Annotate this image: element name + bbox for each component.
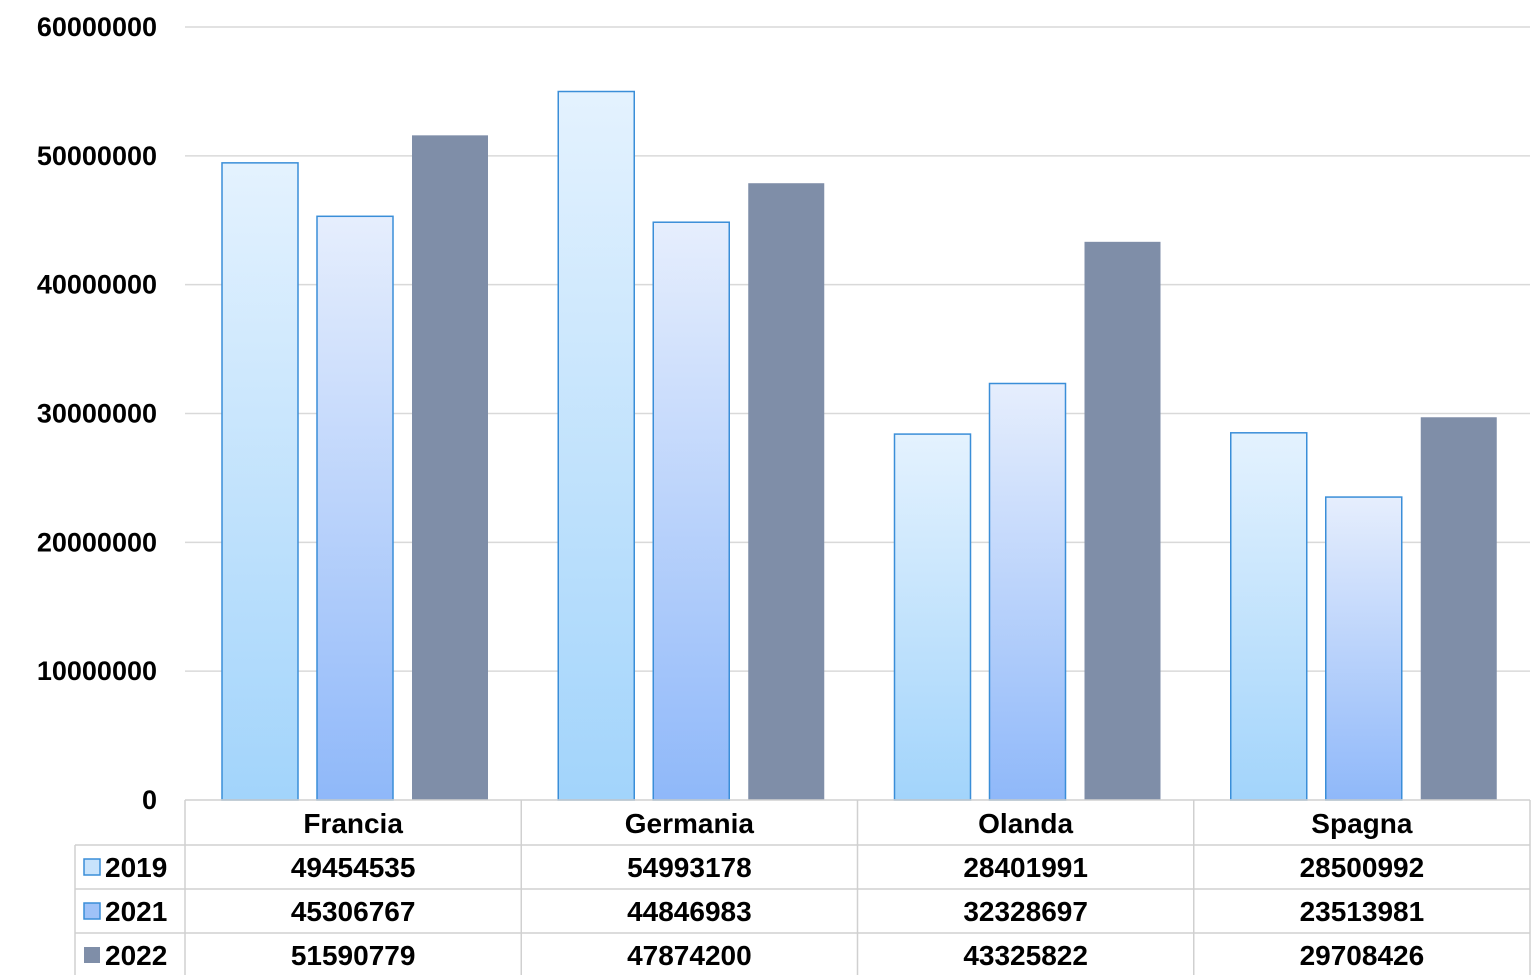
legend-label-2021: 2021 bbox=[105, 896, 167, 927]
legend-label-2022: 2022 bbox=[105, 940, 167, 971]
data-label: 43325822 bbox=[963, 940, 1088, 971]
bar-2022-germania bbox=[748, 183, 825, 801]
bar-2021-spagna bbox=[1325, 496, 1403, 801]
bar-2019-francia bbox=[221, 162, 299, 801]
legend-label-2019: 2019 bbox=[105, 852, 167, 883]
y-tick-label: 10000000 bbox=[37, 656, 157, 686]
category-label: Francia bbox=[303, 808, 403, 839]
bar-2022-olanda bbox=[1084, 241, 1161, 801]
data-label: 32328697 bbox=[963, 896, 1088, 927]
data-label: 49454535 bbox=[291, 852, 416, 883]
data-label: 29708426 bbox=[1300, 940, 1425, 971]
data-label: 28500992 bbox=[1300, 852, 1425, 883]
category-label: Germania bbox=[625, 808, 755, 839]
bar-2019-olanda bbox=[893, 433, 972, 801]
category-label: Olanda bbox=[978, 808, 1073, 839]
data-label: 45306767 bbox=[291, 896, 416, 927]
y-tick-label: 60000000 bbox=[37, 12, 157, 42]
y-tick-label: 40000000 bbox=[37, 270, 157, 300]
bar-2019-spagna bbox=[1230, 432, 1308, 801]
y-tick-label: 30000000 bbox=[37, 399, 157, 429]
bar-2021-olanda bbox=[988, 382, 1067, 801]
y-tick-label: 50000000 bbox=[37, 141, 157, 171]
bar-2019-germania bbox=[557, 90, 635, 801]
legend-key-2021 bbox=[83, 902, 101, 920]
bar-2022-francia bbox=[412, 135, 488, 800]
bar-2022-spagna bbox=[1420, 417, 1497, 800]
y-axis-ticks: 0 10000000 20000000 30000000 40000000 5000000… bbox=[37, 12, 157, 815]
bar-2021-germania bbox=[652, 221, 730, 801]
data-label: 23513981 bbox=[1300, 896, 1425, 927]
data-label: 54993178 bbox=[627, 852, 752, 883]
data-label: 44846983 bbox=[627, 896, 752, 927]
bar-2021-francia bbox=[316, 215, 394, 801]
data-label: 51590779 bbox=[291, 940, 416, 971]
data-label: 47874200 bbox=[627, 940, 752, 971]
category-label: Spagna bbox=[1311, 808, 1413, 839]
legend-key-2022 bbox=[84, 947, 100, 963]
data-label: 28401991 bbox=[963, 852, 1088, 883]
y-tick-label: 0 bbox=[142, 785, 157, 815]
data-table: Francia Germania Olanda Spagna 2019 49454535 5… bbox=[74, 799, 1531, 975]
bars bbox=[221, 90, 1497, 801]
y-tick-label: 20000000 bbox=[37, 527, 157, 557]
legend-key-2019 bbox=[83, 858, 101, 876]
